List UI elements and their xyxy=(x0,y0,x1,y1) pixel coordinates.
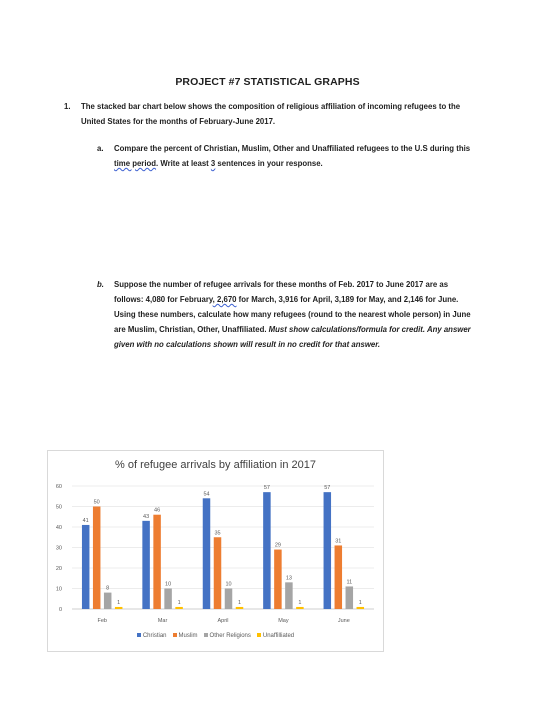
data-label: 10 xyxy=(225,582,231,588)
part-b-text: Suppose the number of refugee arrivals f… xyxy=(114,277,477,352)
data-label: 1 xyxy=(178,600,181,606)
bar-other-religions xyxy=(345,586,354,609)
legend-item: Christian xyxy=(136,633,167,639)
bar-unaffilliated xyxy=(356,606,365,609)
data-label: 10 xyxy=(165,582,171,588)
legend-label: Other Religions xyxy=(209,633,251,639)
y-tick-label: 10 xyxy=(56,587,62,593)
y-tick-label: 0 xyxy=(59,607,62,613)
data-label: 57 xyxy=(264,485,270,491)
y-tick-label: 50 xyxy=(56,505,62,511)
bar-christian xyxy=(81,524,90,609)
part-a-text-1: Compare the percent of Christian, Muslim… xyxy=(114,144,471,153)
y-tick-label: 30 xyxy=(56,546,62,552)
legend-label: Christian xyxy=(142,633,167,639)
part-a-text: Compare the percent of Christian, Muslim… xyxy=(114,141,477,171)
part-a-underlined-2: 3 xyxy=(210,159,216,168)
legend-label: Unaffilliated xyxy=(262,633,295,639)
data-label: 35 xyxy=(214,530,220,536)
bar-unaffilliated xyxy=(175,606,183,609)
question-1-number: 1. xyxy=(64,102,71,111)
part-b-text-2: for March, 3,916 for April, 3,189 for Ma… xyxy=(114,295,471,334)
bar-unaffilliated xyxy=(296,606,304,609)
x-tick-label: April xyxy=(217,618,228,624)
chart-legend: Christian Muslim Other Religions Unaffillia… xyxy=(48,633,383,639)
chart-plot: 0 10 20 30 40 50 60 41 50 8 1 Feb 43 46 10 1 Mar 54 35 10 1 A… xyxy=(56,484,374,624)
x-tick-label: June xyxy=(338,618,350,624)
data-label: 1 xyxy=(359,600,362,606)
data-label: 1 xyxy=(117,600,120,606)
question-part-b: b. Suppose the number of refugee arrival… xyxy=(97,277,477,352)
part-b-text-1: Suppose the number of refugee arrivals f… xyxy=(114,280,449,304)
bar-christian xyxy=(323,492,332,609)
bar-muslim xyxy=(92,506,101,609)
data-label: 46 xyxy=(154,508,160,514)
legend-item: Other Religions xyxy=(203,633,251,639)
bar-christian xyxy=(142,520,150,609)
bar-christian xyxy=(263,492,271,609)
bar-muslim xyxy=(213,537,222,609)
legend-swatch xyxy=(203,633,208,638)
y-tick-label: 20 xyxy=(56,566,62,572)
legend-item: Unaffilliated xyxy=(256,633,295,639)
data-label: 1 xyxy=(238,600,241,606)
x-tick-label: May xyxy=(278,618,289,624)
question-part-a: a. Compare the percent of Christian, Mus… xyxy=(97,141,477,171)
legend-item: Muslim xyxy=(172,633,198,639)
legend-swatch xyxy=(256,633,261,638)
y-tick-label: 40 xyxy=(56,525,62,531)
data-label: 8 xyxy=(106,586,109,592)
data-label: 1 xyxy=(298,600,301,606)
data-label: 43 xyxy=(143,514,149,520)
bar-other-religions xyxy=(224,588,233,609)
bar-unaffilliated xyxy=(235,606,244,609)
data-label: 31 xyxy=(335,538,341,544)
part-b-underlined: , 2,670 xyxy=(212,295,237,304)
bar-other-religions xyxy=(164,588,172,609)
data-label: 41 xyxy=(83,518,89,524)
part-a-label: a. xyxy=(97,144,104,153)
legend-swatch xyxy=(172,633,177,638)
x-tick-label: Feb xyxy=(97,618,106,624)
question-1-text: The stacked bar chart below shows the co… xyxy=(81,102,461,126)
bar-muslim xyxy=(334,545,343,609)
part-b-label: b. xyxy=(97,280,104,289)
data-label: 50 xyxy=(94,500,100,506)
data-label: 29 xyxy=(275,543,281,549)
question-1: 1. The stacked bar chart below shows the… xyxy=(64,99,484,129)
y-tick-label: 60 xyxy=(56,484,62,490)
data-label: 11 xyxy=(346,579,352,585)
bar-muslim xyxy=(153,514,161,609)
part-a-text-3: sentences in your response. xyxy=(215,159,323,168)
data-label: 54 xyxy=(203,491,209,497)
chart-title: % of refugee arrivals by affiliation in … xyxy=(115,459,316,471)
data-label: 13 xyxy=(286,575,292,581)
data-label: 57 xyxy=(324,485,330,491)
bar-chart: % of refugee arrivals by affiliation in … xyxy=(47,450,384,652)
bar-other-religions xyxy=(103,592,112,609)
x-tick-label: Mar xyxy=(158,618,168,624)
bar-unaffilliated xyxy=(114,606,123,609)
bar-muslim xyxy=(274,549,282,609)
part-b-italic-note: Must show calculations/formula for credi… xyxy=(114,325,471,349)
bar-other-religions xyxy=(285,582,293,609)
legend-swatch xyxy=(136,633,141,638)
legend-label: Muslim xyxy=(178,633,198,639)
bar-christian xyxy=(202,498,211,609)
part-a-text-2: . Write at least xyxy=(156,159,211,168)
part-a-underlined-1: time period xyxy=(114,159,157,168)
page-title: PROJECT #7 STATISTICAL GRAPHS xyxy=(175,76,360,88)
